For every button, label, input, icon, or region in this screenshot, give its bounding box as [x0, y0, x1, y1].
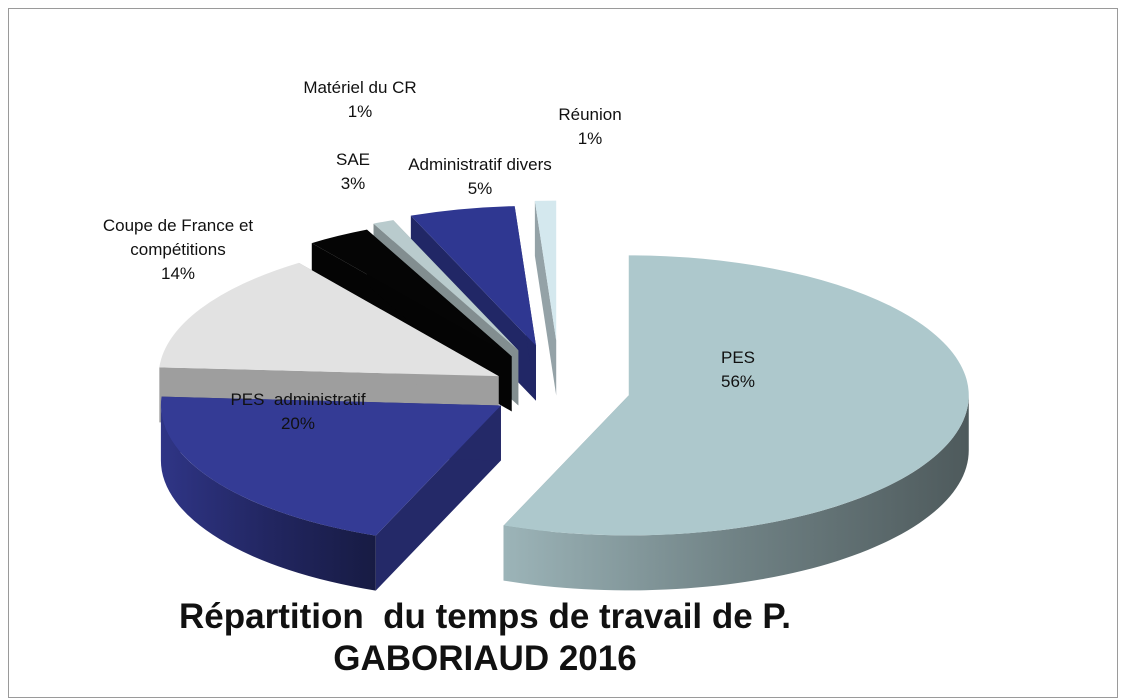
slice-label: Matériel du CR 1% — [303, 76, 416, 124]
slice — [311, 229, 512, 357]
slice-value: 20% — [280, 414, 316, 433]
slice-label: Coupe de France et compétitions 14% — [88, 214, 268, 286]
slice-label: Réunion 1% — [558, 103, 621, 151]
slice — [503, 255, 969, 536]
slice-label: PES administratif 20% — [230, 388, 365, 436]
slice-side — [503, 395, 969, 591]
slice-label: PES 56% — [721, 346, 755, 394]
slice — [159, 262, 499, 377]
slice — [373, 220, 519, 351]
slice-name: Administratif divers — [408, 155, 552, 174]
slice — [534, 200, 557, 341]
slice-label: Administratif divers 5% — [408, 153, 552, 201]
slice-value: 1% — [577, 129, 603, 148]
slice-cut — [534, 200, 557, 396]
slice-value: 3% — [340, 174, 366, 193]
slice-value: 14% — [160, 264, 196, 283]
slice-value: 1% — [347, 102, 373, 121]
slice-name: Matériel du CR — [303, 78, 417, 97]
slice-side — [160, 405, 376, 591]
slice-name: Réunion — [558, 105, 622, 124]
slice-name: PES — [720, 348, 756, 367]
chart-title: Répartition du temps de travail de P. GA… — [178, 597, 801, 678]
slice — [160, 396, 501, 536]
slice-name: PES administratif — [230, 390, 366, 409]
slice-name: Coupe de France et compétitions — [102, 216, 254, 259]
slice-name: SAE — [335, 150, 371, 169]
slice — [410, 206, 537, 346]
slice-label: SAE 3% — [336, 148, 370, 196]
slice-value: 56% — [720, 372, 756, 391]
slice-value: 5% — [467, 179, 493, 198]
